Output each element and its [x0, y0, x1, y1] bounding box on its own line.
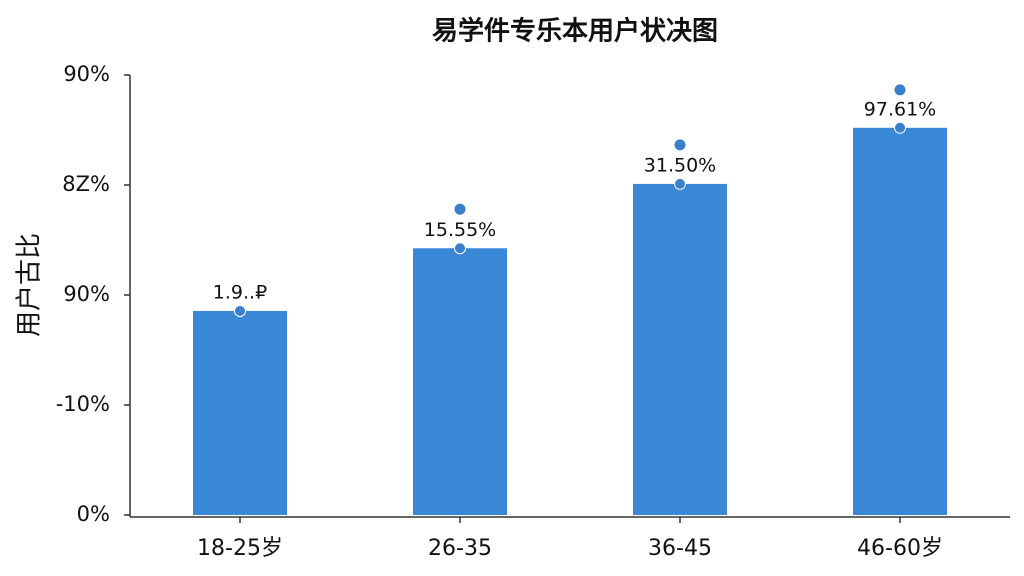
point	[894, 84, 906, 96]
y-tick-label: 90%	[63, 62, 110, 86]
bar	[853, 127, 947, 516]
annotation: 1.9..₽	[213, 281, 267, 303]
annotation: 31.50%	[644, 154, 716, 176]
bar-top-dot	[674, 177, 686, 190]
bar	[413, 248, 507, 515]
bar-top-dot	[894, 121, 906, 134]
point	[454, 203, 466, 215]
y-tick-label: 8Z%	[62, 172, 110, 196]
chart-title: 易学件专乐本用户状决图	[432, 16, 718, 47]
point	[674, 139, 686, 151]
annotation: 97.61%	[864, 98, 936, 120]
bar	[633, 183, 727, 515]
x-tick-label: 36-45	[648, 536, 712, 561]
bar	[193, 310, 287, 515]
y-tick-label: -10%	[56, 392, 110, 416]
annotation: 15.55%	[424, 219, 496, 241]
y-tick-label: 0%	[77, 502, 110, 526]
bar-top-dot	[454, 242, 466, 255]
x-tick-label: 18-25岁	[197, 536, 283, 561]
y-tick-label: 90%	[63, 282, 110, 306]
x-tick-label: 46-60岁	[857, 536, 943, 561]
x-tick-label: 26-35	[428, 536, 492, 561]
bar-top-dot	[234, 304, 246, 317]
y-axis-label: 用户古比	[15, 233, 45, 337]
